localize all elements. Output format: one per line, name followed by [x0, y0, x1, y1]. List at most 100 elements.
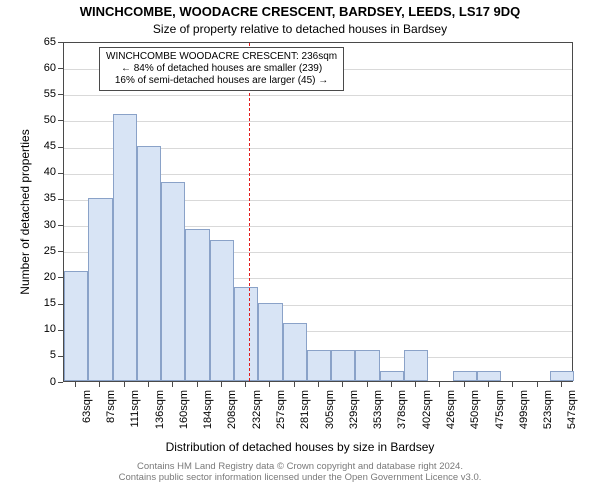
bar — [88, 198, 112, 381]
xtick-mark — [269, 382, 270, 387]
ytick-mark — [58, 199, 63, 200]
reference-line — [249, 43, 250, 381]
license-line: Contains public sector information licen… — [0, 473, 600, 484]
xtick-mark — [221, 382, 222, 387]
bar — [113, 114, 137, 381]
chart-title: WINCHCOMBE, WOODACRE CRESCENT, BARDSEY, … — [0, 4, 600, 19]
bar — [380, 371, 404, 381]
xtick-mark — [367, 382, 368, 387]
bar — [185, 229, 209, 381]
xtick-mark — [537, 382, 538, 387]
xtick-label: 184sqm — [202, 390, 214, 440]
xtick-label: 523sqm — [542, 390, 554, 440]
bar — [331, 350, 355, 381]
xtick-mark — [99, 382, 100, 387]
ytick-label: 20 — [26, 271, 56, 283]
grid-line — [64, 121, 572, 122]
xtick-mark — [439, 382, 440, 387]
xtick-label: 305sqm — [324, 390, 336, 440]
ytick-mark — [58, 225, 63, 226]
ytick-mark — [58, 251, 63, 252]
ytick-mark — [58, 304, 63, 305]
ytick-label: 50 — [26, 114, 56, 126]
chart-subtitle: Size of property relative to detached ho… — [0, 22, 600, 36]
bar — [550, 371, 574, 381]
xtick-mark — [342, 382, 343, 387]
xtick-label: 402sqm — [421, 390, 433, 440]
ytick-mark — [58, 382, 63, 383]
xtick-label: 160sqm — [178, 390, 190, 440]
xtick-label: 63sqm — [81, 390, 93, 440]
ytick-label: 0 — [26, 376, 56, 388]
ytick-mark — [58, 173, 63, 174]
xtick-mark — [391, 382, 392, 387]
xtick-label: 475sqm — [494, 390, 506, 440]
ytick-label: 40 — [26, 166, 56, 178]
bar — [258, 303, 282, 381]
bar — [234, 287, 258, 381]
ytick-mark — [58, 277, 63, 278]
xtick-mark — [488, 382, 489, 387]
annotation-box: WINCHCOMBE WOODACRE CRESCENT: 236sqm← 84… — [99, 47, 344, 91]
xtick-mark — [197, 382, 198, 387]
xtick-mark — [124, 382, 125, 387]
xtick-mark — [318, 382, 319, 387]
xtick-mark — [148, 382, 149, 387]
xtick-label: 450sqm — [469, 390, 481, 440]
ytick-label: 35 — [26, 192, 56, 204]
xtick-mark — [512, 382, 513, 387]
xtick-label: 499sqm — [518, 390, 530, 440]
ytick-mark — [58, 42, 63, 43]
ytick-label: 45 — [26, 140, 56, 152]
bar — [355, 350, 379, 381]
annotation-line: WINCHCOMBE WOODACRE CRESCENT: 236sqm — [106, 51, 337, 63]
xtick-label: 426sqm — [445, 390, 457, 440]
ytick-mark — [58, 330, 63, 331]
xtick-label: 232sqm — [251, 390, 263, 440]
xtick-label: 378sqm — [396, 390, 408, 440]
xtick-label: 353sqm — [372, 390, 384, 440]
bar — [210, 240, 234, 381]
bar — [283, 323, 307, 381]
xtick-mark — [172, 382, 173, 387]
xtick-label: 208sqm — [226, 390, 238, 440]
xtick-label: 281sqm — [299, 390, 311, 440]
ytick-label: 25 — [26, 245, 56, 257]
x-axis-label: Distribution of detached houses by size … — [0, 440, 600, 454]
bar — [404, 350, 428, 381]
xtick-label: 87sqm — [105, 390, 117, 440]
bar — [137, 146, 161, 381]
license-text: Contains HM Land Registry data © Crown c… — [0, 462, 600, 484]
bar — [477, 371, 501, 381]
xtick-label: 136sqm — [154, 390, 166, 440]
xtick-label: 329sqm — [348, 390, 360, 440]
ytick-label: 15 — [26, 297, 56, 309]
ytick-label: 65 — [26, 36, 56, 48]
ytick-label: 55 — [26, 88, 56, 100]
ytick-mark — [58, 120, 63, 121]
chart-container: { "chart": { "type": "histogram", "width… — [0, 0, 600, 500]
ytick-label: 60 — [26, 62, 56, 74]
grid-line — [64, 95, 572, 96]
xtick-mark — [464, 382, 465, 387]
xtick-mark — [561, 382, 562, 387]
bar — [161, 182, 185, 381]
xtick-label: 547sqm — [566, 390, 578, 440]
xtick-label: 257sqm — [275, 390, 287, 440]
ytick-mark — [58, 356, 63, 357]
xtick-mark — [294, 382, 295, 387]
ytick-label: 30 — [26, 219, 56, 231]
ytick-mark — [58, 68, 63, 69]
annotation-line: ← 84% of detached houses are smaller (23… — [106, 63, 337, 75]
xtick-mark — [75, 382, 76, 387]
ytick-mark — [58, 147, 63, 148]
bar — [307, 350, 331, 381]
bar — [453, 371, 477, 381]
ytick-label: 5 — [26, 349, 56, 361]
xtick-mark — [245, 382, 246, 387]
xtick-label: 111sqm — [129, 390, 141, 440]
plot-area — [63, 42, 573, 382]
bar — [64, 271, 88, 381]
ytick-mark — [58, 94, 63, 95]
xtick-mark — [415, 382, 416, 387]
